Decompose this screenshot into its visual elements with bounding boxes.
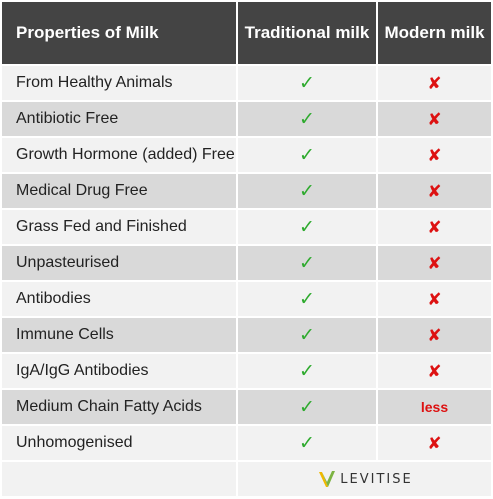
property-cell: IgA/IgG Antibodies [2,354,238,390]
property-label: Unpasteurised [16,254,120,271]
cross-icon: ✘ [427,433,442,453]
modern-cell: ✘ [378,426,491,462]
cross-icon: ✘ [427,109,442,129]
check-icon: ✓ [299,324,315,346]
property-label: Grass Fed and Finished [16,218,187,235]
property-label: Immune Cells [16,326,114,343]
table-row: Unpasteurised ✓ ✘ [2,246,491,282]
property-cell: Grass Fed and Finished [2,210,238,246]
modern-cell: ✘ [378,210,491,246]
property-cell: Medium Chain Fatty Acids [2,390,238,426]
table-row: Immune Cells ✓ ✘ [2,318,491,354]
traditional-cell: ✓ [238,246,378,282]
traditional-cell: ✓ [238,66,378,102]
property-cell: Antibodies [2,282,238,318]
property-cell: Growth Hormone (added) Free [2,138,238,174]
table-row: Antibiotic Free ✓ ✘ [2,102,491,138]
table-row: Medium Chain Fatty Acids ✓ less [2,390,491,426]
modern-cell: ✘ [378,138,491,174]
check-icon: ✓ [299,72,315,94]
levitise-logo: LEVITISE [316,468,412,490]
check-icon: ✓ [299,144,315,166]
property-cell: Antibiotic Free [2,102,238,138]
cross-icon: ✘ [427,361,442,381]
check-icon: ✓ [299,288,315,310]
check-icon: ✓ [299,360,315,382]
check-icon: ✓ [299,432,315,454]
traditional-cell: ✓ [238,174,378,210]
property-cell: Immune Cells [2,318,238,354]
check-icon: ✓ [299,108,315,130]
traditional-cell: ✓ [238,138,378,174]
modern-cell: ✘ [378,174,491,210]
table-row: Antibodies ✓ ✘ [2,282,491,318]
modern-cell: ✘ [378,102,491,138]
modern-cell: ✘ [378,318,491,354]
traditional-cell: ✓ [238,426,378,462]
property-label: From Healthy Animals [16,74,173,91]
traditional-cell: ✓ [238,318,378,354]
property-label: Antibodies [16,290,91,307]
table-row: Medical Drug Free ✓ ✘ [2,174,491,210]
cross-icon: ✘ [427,217,442,237]
modern-cell: ✘ [378,282,491,318]
check-icon: ✓ [299,180,315,202]
property-cell: Unpasteurised [2,246,238,282]
cross-icon: ✘ [427,73,442,93]
property-label: Unhomogenised [16,434,133,451]
cross-icon: ✘ [427,325,442,345]
header-properties: Properties of Milk [2,2,238,66]
table-row: Unhomogenised ✓ ✘ [2,426,491,462]
traditional-cell: ✓ [238,390,378,426]
header-modern: Modern milk [378,2,491,66]
property-label: Medical Drug Free [16,182,148,199]
cross-icon: ✘ [427,181,442,201]
table-body: From Healthy Animals ✓ ✘ Antibiotic Free ✓ ✘ G… [2,66,491,462]
traditional-cell: ✓ [238,354,378,390]
cross-icon: ✘ [427,289,442,309]
check-icon: ✓ [299,252,315,274]
footer-empty-cell [2,462,238,498]
cross-icon: ✘ [427,145,442,165]
modern-cell: ✘ [378,246,491,282]
modern-cell: less [378,390,491,426]
traditional-cell: ✓ [238,282,378,318]
less-label: less [420,399,449,415]
property-label: Medium Chain Fatty Acids [16,398,202,415]
property-cell: Medical Drug Free [2,174,238,210]
footer-logo-cell: LEVITISE [238,462,491,498]
logo-text: LEVITISE [340,471,413,487]
levitise-logo-icon [319,471,336,487]
traditional-cell: ✓ [238,210,378,246]
table-row: From Healthy Animals ✓ ✘ [2,66,491,102]
table-header: Properties of Milk Traditional milk Mode… [2,2,491,66]
table-row: IgA/IgG Antibodies ✓ ✘ [2,354,491,390]
modern-cell: ✘ [378,66,491,102]
table-row: Grass Fed and Finished ✓ ✘ [2,210,491,246]
property-label: IgA/IgG Antibodies [16,362,149,379]
table-footer: LEVITISE [2,462,491,498]
traditional-cell: ✓ [238,102,378,138]
check-icon: ✓ [299,396,315,418]
table-row: Growth Hormone (added) Free ✓ ✘ [2,138,491,174]
modern-cell: ✘ [378,354,491,390]
property-label: Growth Hormone (added) Free [16,146,235,163]
header-traditional: Traditional milk [238,2,378,66]
check-icon: ✓ [299,216,315,238]
cross-icon: ✘ [427,253,442,273]
property-cell: From Healthy Animals [2,66,238,102]
property-label: Antibiotic Free [16,110,119,127]
property-cell: Unhomogenised [2,426,238,462]
